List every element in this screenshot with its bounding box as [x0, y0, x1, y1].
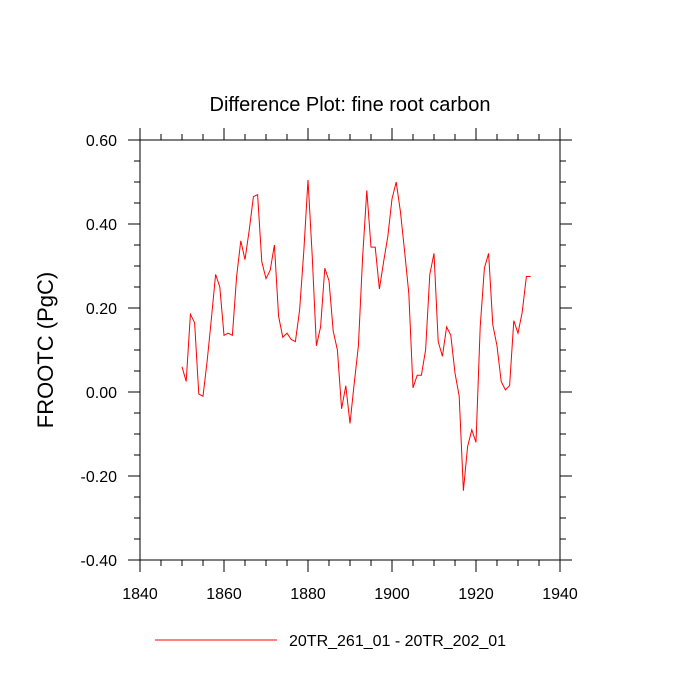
x-tick-label: 1900 [374, 586, 410, 603]
legend-label: 20TR_261_01 - 20TR_202_01 [289, 633, 506, 650]
y-tick-label: 0.40 [86, 217, 117, 234]
y-tick-label: 0.00 [86, 385, 117, 402]
x-tick-label: 1880 [290, 586, 326, 603]
x-tick-label: 1920 [458, 586, 494, 603]
y-tick-labels: -0.40 -0.20 0.00 0.20 0.40 0.60 [81, 133, 118, 570]
series-line [181, 179, 531, 491]
x-tick-label: 1860 [206, 586, 242, 603]
series-layer [181, 179, 531, 491]
x-tick-label: 1940 [542, 586, 578, 603]
y-tick-label: 0.60 [86, 133, 117, 150]
y-tick-label: 0.20 [86, 301, 117, 318]
x-tick-label: 1840 [122, 586, 158, 603]
y-tick-label: -0.20 [81, 469, 118, 486]
legend: 20TR_261_01 - 20TR_202_01 [155, 633, 506, 650]
axis-ticks [128, 128, 572, 572]
y-axis-label: FROOTC (PgC) [33, 272, 58, 428]
chart-title: Difference Plot: fine root carbon [210, 94, 491, 116]
y-tick-label: -0.40 [81, 553, 118, 570]
x-tick-labels: 1840 1860 1880 1900 1920 1940 [122, 586, 578, 603]
